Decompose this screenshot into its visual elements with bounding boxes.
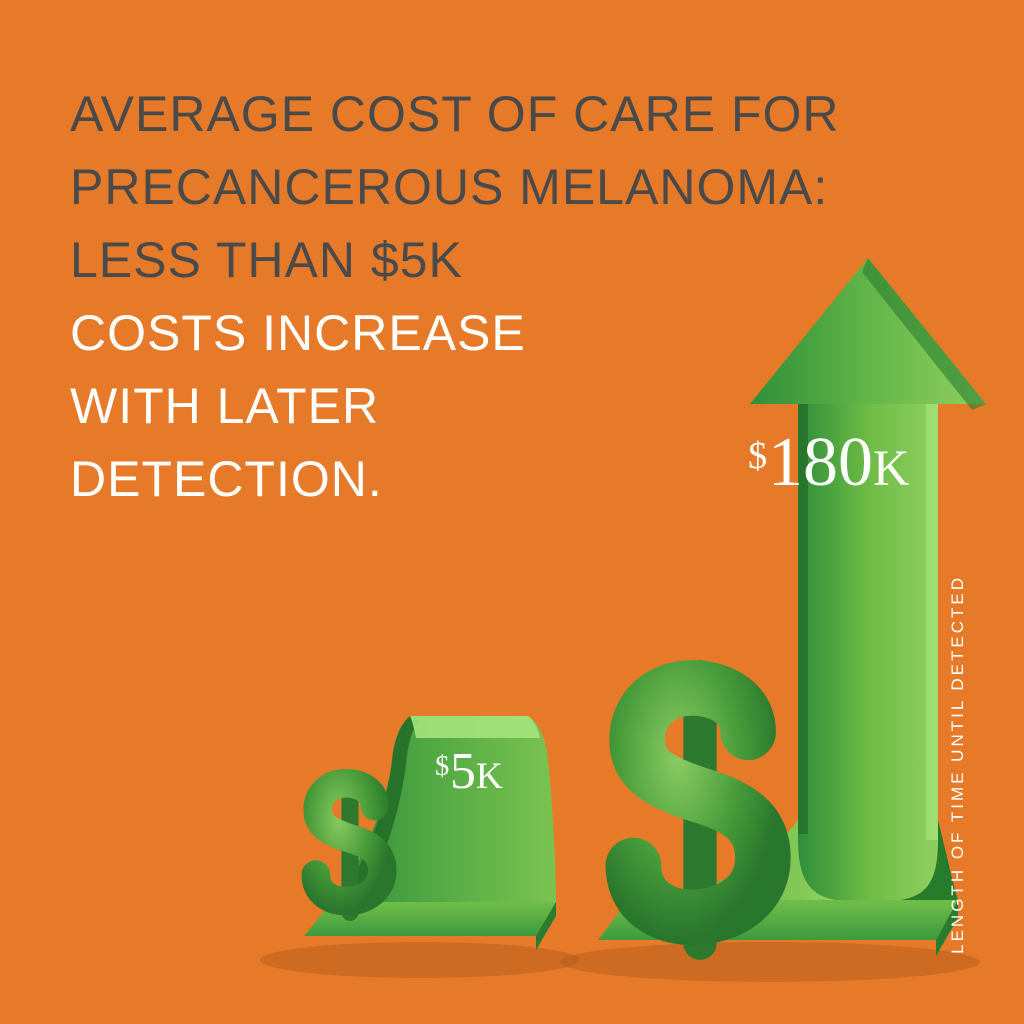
shadow-small <box>260 942 580 978</box>
value-unit: K <box>873 440 909 496</box>
currency-symbol: $ <box>748 435 767 477</box>
infographic-stage <box>0 0 1024 1024</box>
value-unit: K <box>476 756 503 797</box>
currency-symbol: $ <box>435 751 449 782</box>
small-cost-value: $5K <box>435 742 503 801</box>
dollar-sign-large-icon <box>633 677 763 943</box>
large-cost-value: $180K <box>748 423 909 503</box>
dollar-sign-small-icon <box>316 780 383 913</box>
value-number: 180 <box>768 424 873 501</box>
axis-label: LENGTH OF TIME UNTIL DETECTED <box>949 575 966 954</box>
value-number: 5 <box>450 743 476 800</box>
shadow-large <box>560 942 980 982</box>
